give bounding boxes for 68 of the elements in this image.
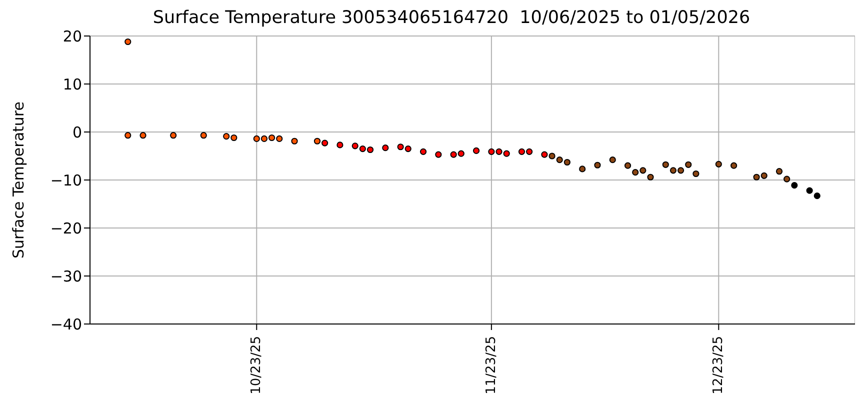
point xyxy=(632,169,639,176)
point xyxy=(322,140,328,146)
point xyxy=(814,192,820,200)
point xyxy=(662,161,669,168)
point xyxy=(352,142,358,150)
point xyxy=(200,132,207,139)
point xyxy=(291,138,298,144)
point xyxy=(548,152,556,160)
y-tick-label: 20 xyxy=(62,27,82,46)
point xyxy=(276,135,283,142)
y-tick-label: −40 xyxy=(50,315,82,334)
point xyxy=(730,162,738,169)
point xyxy=(624,162,632,169)
point xyxy=(579,166,586,172)
point xyxy=(518,148,526,155)
point xyxy=(609,156,616,164)
y-axis-title: Surface Temperature xyxy=(9,102,28,258)
point xyxy=(776,168,783,175)
point xyxy=(503,150,510,157)
point xyxy=(230,134,238,142)
y-tick-label: 0 xyxy=(72,123,82,142)
point xyxy=(753,174,760,180)
point xyxy=(140,132,146,139)
x-tick-label: 12/23/25 xyxy=(711,336,726,394)
point xyxy=(359,146,366,152)
point xyxy=(760,172,768,179)
point xyxy=(397,144,404,150)
point xyxy=(253,135,260,142)
point xyxy=(541,151,548,158)
point xyxy=(594,162,601,168)
point xyxy=(314,138,321,144)
y-tick-label: −20 xyxy=(50,219,82,238)
y-tick-label: 10 xyxy=(62,75,82,94)
point xyxy=(685,161,692,168)
point xyxy=(806,187,813,194)
point xyxy=(677,167,684,174)
point xyxy=(784,176,790,182)
point xyxy=(647,174,654,180)
point xyxy=(692,170,700,178)
point xyxy=(450,151,457,158)
point xyxy=(336,142,344,148)
point xyxy=(670,167,677,174)
x-tick-label: 11/23/25 xyxy=(484,336,499,394)
point xyxy=(420,148,427,155)
x-tick-label: 10/23/25 xyxy=(249,336,264,394)
point xyxy=(715,160,722,168)
point xyxy=(268,134,276,142)
point xyxy=(260,135,268,142)
point xyxy=(458,150,464,157)
y-tick-label: −30 xyxy=(50,267,82,286)
point xyxy=(223,133,230,140)
point xyxy=(472,147,480,154)
point xyxy=(124,38,132,46)
point xyxy=(488,148,495,155)
point xyxy=(791,182,798,189)
point xyxy=(366,146,374,154)
point xyxy=(496,148,502,155)
point xyxy=(382,144,389,152)
chart-title: Surface Temperature 300534065164720 10/06/2025 to 01/05/2026 xyxy=(152,8,752,28)
point xyxy=(124,132,132,139)
point xyxy=(404,146,412,152)
point xyxy=(640,167,646,174)
point xyxy=(564,158,570,166)
point xyxy=(435,151,442,158)
point xyxy=(170,132,177,139)
point xyxy=(556,156,563,164)
y-tick-label: −10 xyxy=(50,171,82,190)
point xyxy=(526,148,533,155)
